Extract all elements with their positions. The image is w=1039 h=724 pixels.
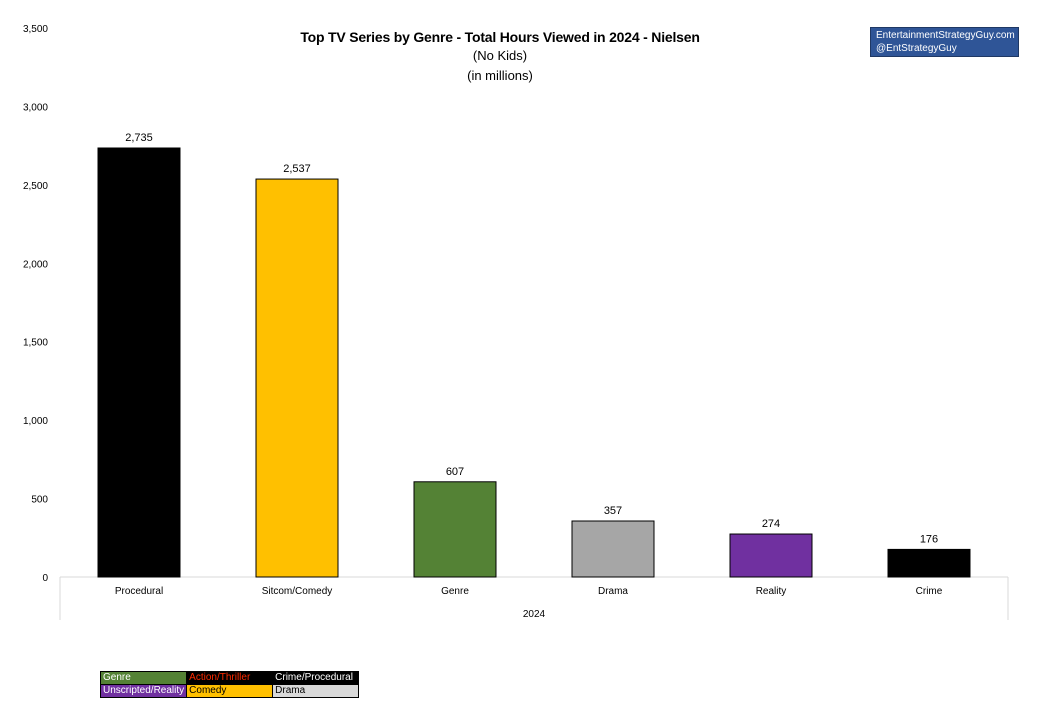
- legend-entry: Unscripted/Reality: [99, 684, 188, 698]
- bar: [255, 178, 339, 578]
- x-tick-label: Sitcom/Comedy: [262, 586, 333, 597]
- y-tick-label: 0: [42, 573, 48, 584]
- y-tick-label: 500: [31, 495, 48, 506]
- data-label: 274: [762, 518, 780, 530]
- bar: [97, 147, 181, 578]
- bar: [571, 520, 655, 578]
- chart-header: Top TV Series by Genre - Total Hours Vie…: [200, 28, 800, 86]
- genre-legend: Genre Action/Thriller Crime/Procedural Unsc…: [99, 671, 360, 698]
- y-tick-label: 3,000: [23, 102, 48, 113]
- brand-badge: EntertainmentStrategyGuy.com @EntStrateg…: [870, 27, 1019, 57]
- y-tick-label: 2,000: [23, 259, 48, 270]
- x-tick-label: Drama: [598, 586, 628, 597]
- y-tick-label: 1,500: [23, 338, 48, 349]
- bar: [413, 481, 497, 578]
- legend-row: Genre Action/Thriller Crime/Procedural: [99, 671, 360, 685]
- y-tick-label: 2,500: [23, 181, 48, 192]
- y-tick-label: 3,500: [23, 24, 48, 35]
- x-tick-label: Crime: [916, 586, 943, 597]
- x-tick-label: Reality: [756, 586, 787, 597]
- brand-website: EntertainmentStrategyGuy.com: [876, 30, 1015, 41]
- bar: [729, 533, 813, 578]
- data-label: 357: [604, 505, 622, 517]
- data-label: 2,537: [283, 163, 311, 175]
- legend-entry: Crime/Procedural: [272, 671, 360, 685]
- data-label: 176: [920, 533, 938, 545]
- chart-subtitle-units: (in millions): [467, 68, 533, 83]
- legend-entry: Genre: [99, 671, 188, 685]
- legend-row: Unscripted/Reality Comedy Drama: [99, 684, 360, 698]
- chart-subtitle-no-kids: (No Kids): [472, 48, 528, 63]
- data-label: 2,735: [125, 132, 153, 144]
- legend-entry: Drama: [272, 684, 360, 698]
- x-tick-label: Procedural: [115, 586, 163, 597]
- chart-title: Top TV Series by Genre - Total Hours Vie…: [300, 29, 700, 45]
- legend-entry: Comedy: [186, 684, 274, 698]
- y-tick-label: 1,000: [23, 416, 48, 427]
- x-group-label: 2024: [523, 609, 546, 620]
- legend-entry: Action/Thriller: [186, 671, 274, 685]
- bar: [887, 548, 971, 578]
- x-tick-label: Genre: [441, 586, 469, 597]
- data-label: 607: [446, 466, 464, 478]
- brand-handle: @EntStrategyGuy: [876, 43, 957, 54]
